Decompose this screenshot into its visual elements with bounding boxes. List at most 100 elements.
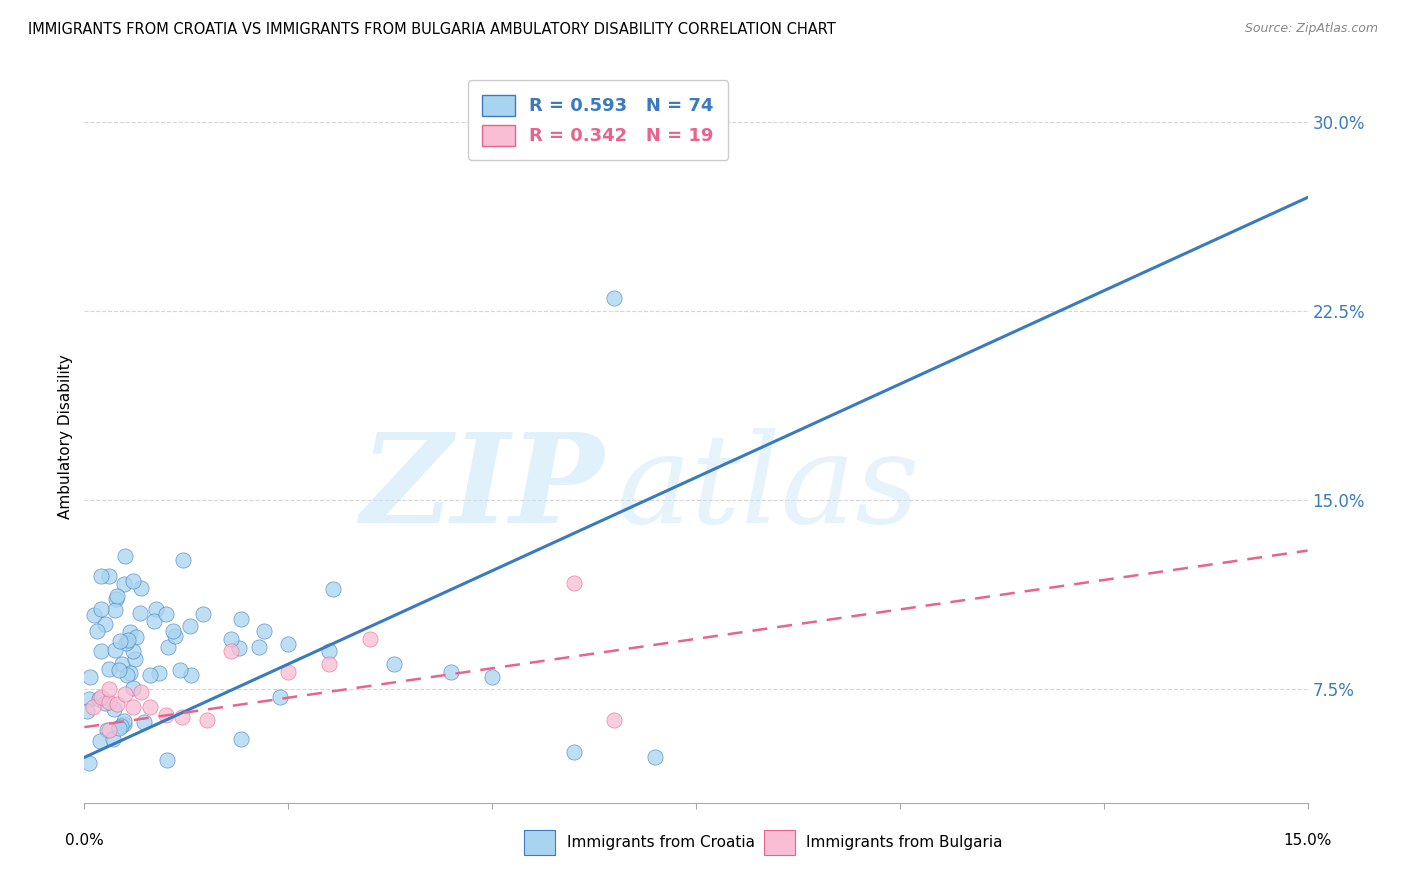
Point bbox=[359, 632, 381, 646]
Point bbox=[322, 582, 344, 597]
Point bbox=[97, 695, 120, 709]
Point bbox=[118, 665, 141, 680]
Point bbox=[94, 696, 117, 710]
Text: 15.0%: 15.0% bbox=[1284, 833, 1331, 848]
Point bbox=[89, 734, 111, 748]
Point bbox=[117, 633, 139, 648]
Point bbox=[253, 624, 276, 639]
Point bbox=[94, 617, 117, 632]
Point bbox=[83, 608, 105, 623]
Point bbox=[172, 552, 194, 566]
Point bbox=[114, 687, 136, 701]
Point bbox=[112, 716, 135, 731]
Point bbox=[247, 640, 270, 655]
Point bbox=[134, 714, 156, 729]
Text: Immigrants from Bulgaria: Immigrants from Bulgaria bbox=[807, 836, 1002, 850]
Point bbox=[97, 723, 120, 737]
Point bbox=[318, 657, 340, 671]
Point bbox=[172, 710, 194, 724]
Point bbox=[481, 670, 503, 684]
Point bbox=[138, 700, 160, 714]
Point bbox=[96, 723, 118, 738]
Point bbox=[195, 713, 218, 727]
Point bbox=[644, 750, 666, 764]
Point bbox=[122, 700, 145, 714]
Point bbox=[318, 644, 340, 658]
Text: ZIP: ZIP bbox=[360, 427, 605, 549]
Point bbox=[121, 644, 143, 658]
Point bbox=[128, 606, 150, 620]
Point bbox=[97, 569, 120, 583]
Point bbox=[122, 574, 145, 588]
Point bbox=[82, 700, 104, 714]
Point bbox=[603, 291, 626, 305]
Text: 0.0%: 0.0% bbox=[65, 833, 104, 848]
Text: Source: ZipAtlas.com: Source: ZipAtlas.com bbox=[1244, 22, 1378, 36]
Point bbox=[103, 702, 125, 716]
Point bbox=[90, 643, 112, 657]
Point bbox=[76, 705, 98, 719]
Point bbox=[79, 670, 101, 684]
Point bbox=[231, 611, 253, 625]
Point bbox=[131, 582, 153, 596]
Point bbox=[90, 569, 112, 583]
Point bbox=[110, 719, 132, 733]
Point bbox=[228, 640, 250, 655]
Point bbox=[277, 665, 299, 679]
Point bbox=[155, 707, 177, 722]
Point bbox=[163, 629, 186, 643]
Point bbox=[169, 663, 191, 677]
Point bbox=[562, 745, 585, 759]
Point bbox=[143, 614, 166, 628]
Point bbox=[179, 619, 201, 633]
Point bbox=[148, 665, 170, 680]
Legend: R = 0.593   N = 74, R = 0.342   N = 19: R = 0.593 N = 74, R = 0.342 N = 19 bbox=[468, 80, 728, 160]
Text: atlas: atlas bbox=[616, 427, 920, 549]
Point bbox=[219, 632, 242, 646]
Point bbox=[104, 591, 127, 606]
Text: IMMIGRANTS FROM CROATIA VS IMMIGRANTS FROM BULGARIA AMBULATORY DISABILITY CORREL: IMMIGRANTS FROM CROATIA VS IMMIGRANTS FR… bbox=[28, 22, 837, 37]
Point bbox=[90, 601, 112, 615]
Point bbox=[124, 652, 146, 666]
Point bbox=[105, 589, 128, 603]
Point bbox=[114, 549, 136, 563]
Point bbox=[603, 713, 626, 727]
Point bbox=[155, 607, 177, 621]
Point bbox=[108, 664, 131, 678]
Point bbox=[125, 630, 148, 644]
Point bbox=[86, 624, 108, 638]
Point bbox=[111, 657, 134, 672]
Point bbox=[114, 714, 136, 728]
Point bbox=[191, 607, 214, 621]
Point bbox=[103, 642, 125, 657]
Point bbox=[145, 601, 167, 615]
Point bbox=[118, 624, 141, 639]
Point bbox=[104, 603, 127, 617]
Point bbox=[219, 644, 242, 658]
Point bbox=[77, 756, 100, 770]
Y-axis label: Ambulatory Disability: Ambulatory Disability bbox=[58, 355, 73, 519]
Text: Immigrants from Croatia: Immigrants from Croatia bbox=[567, 836, 755, 850]
Point bbox=[105, 698, 128, 712]
Bar bbox=[524, 830, 555, 855]
Point bbox=[269, 690, 291, 704]
Point bbox=[180, 667, 202, 681]
Point bbox=[97, 662, 120, 676]
Point bbox=[108, 721, 131, 735]
Point bbox=[440, 665, 463, 679]
Point bbox=[97, 682, 120, 697]
Point bbox=[115, 668, 138, 682]
Point bbox=[90, 690, 112, 704]
Point bbox=[131, 685, 153, 699]
Point bbox=[114, 635, 136, 649]
Point bbox=[277, 637, 299, 651]
Point bbox=[139, 667, 162, 681]
Point bbox=[108, 634, 131, 648]
Point bbox=[101, 732, 124, 747]
Point bbox=[229, 732, 252, 747]
Point bbox=[121, 681, 143, 695]
Point bbox=[562, 576, 585, 591]
Point bbox=[77, 691, 100, 706]
Bar bbox=[765, 830, 796, 855]
Point bbox=[112, 577, 135, 591]
